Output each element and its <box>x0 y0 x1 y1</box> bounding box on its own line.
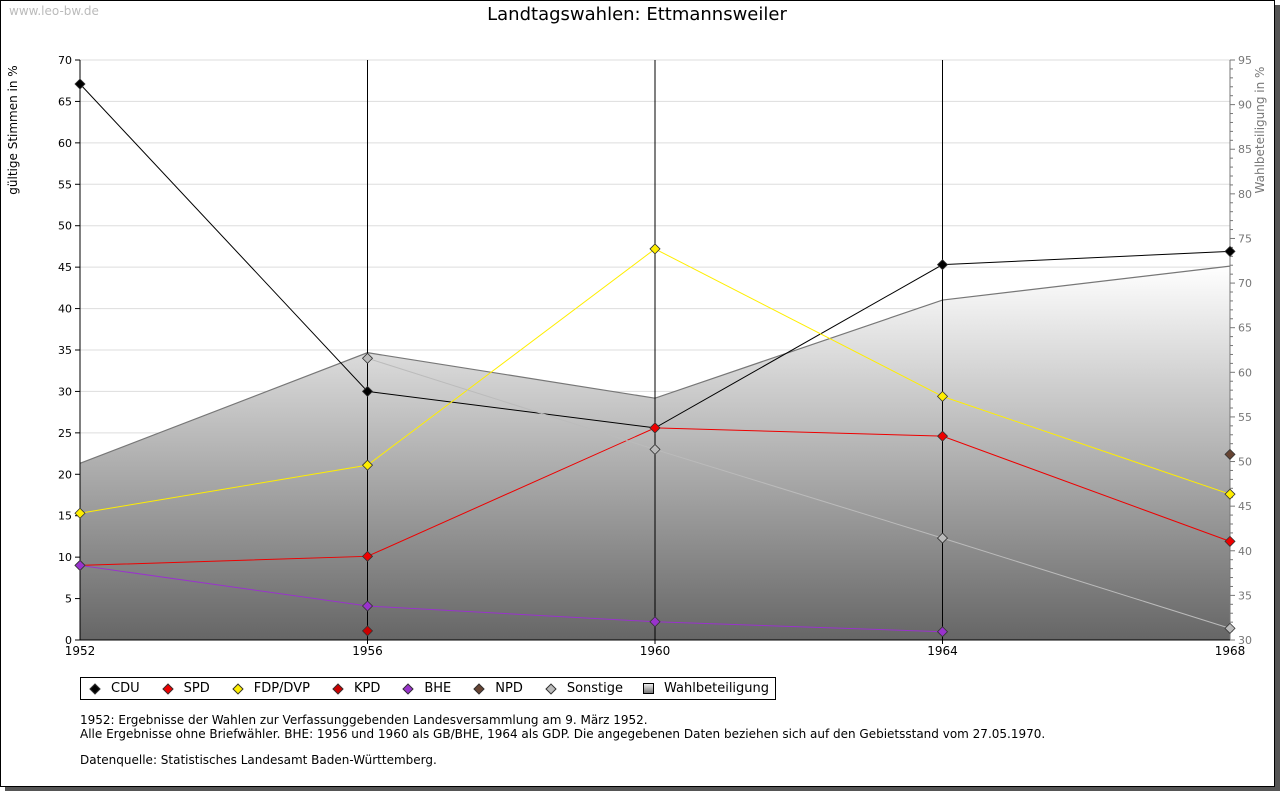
legend-label: SPD <box>183 681 210 696</box>
sonstige-point <box>936 532 949 544</box>
legend-item-bhe: BHE <box>400 681 451 696</box>
legend-label: BHE <box>424 681 452 696</box>
fdpdvp-point <box>1224 488 1236 500</box>
bhe-point <box>74 559 86 571</box>
note-1952: 1952: Ergebnisse der Wahlen zur Verfassu… <box>80 713 648 727</box>
y2-axis-label: Wahlbeteiligung in % <box>1253 67 1267 194</box>
cdu-point <box>74 78 86 90</box>
y-axis-label: gültige Stimmen in % <box>6 65 20 194</box>
y-tick-label: 25 <box>58 427 72 440</box>
y2-tick-label: 30 <box>1238 634 1252 647</box>
legend-label: CDU <box>111 681 140 696</box>
y2-tick-label: 60 <box>1238 366 1252 379</box>
y2-tick-label: 45 <box>1238 500 1252 513</box>
bhe-point <box>649 616 661 628</box>
fdpdvp-point <box>361 459 374 471</box>
bhe-point <box>936 626 949 638</box>
legend-item-kpd: KPD <box>330 681 380 696</box>
y-tick-label: 50 <box>58 220 72 233</box>
sonstige-point <box>1224 622 1236 634</box>
x-tick-label: 1960 <box>640 644 671 658</box>
y2-tick-label: 50 <box>1238 456 1252 469</box>
legend-marker-icon <box>473 682 485 695</box>
x-tick-label: 1956 <box>352 644 383 658</box>
legend-item-spd: SPD <box>160 681 210 696</box>
y2-tick-label: 95 <box>1238 54 1252 67</box>
y-tick-label: 70 <box>58 54 72 67</box>
y2-tick-label: 70 <box>1238 277 1252 290</box>
y-tick-label: 20 <box>58 468 72 481</box>
y-tick-label: 15 <box>58 510 72 523</box>
legend-marker-icon <box>332 682 344 695</box>
data-source: Datenquelle: Statistisches Landesamt Bad… <box>80 753 437 767</box>
spd-point <box>361 550 374 562</box>
y2-tick-label: 65 <box>1238 322 1252 335</box>
note-general: Alle Ergebnisse ohne Briefwähler. BHE: 1… <box>80 727 1046 741</box>
bhe-line <box>79 564 943 633</box>
y-tick-label: 45 <box>58 261 72 274</box>
sonstige-point <box>361 352 374 364</box>
legend-label: KPD <box>353 681 381 696</box>
y-tick-label: 60 <box>58 137 72 150</box>
watermark: www.leo-bw.de <box>9 4 99 18</box>
legend-item-sonstige: Sonstige <box>543 681 623 696</box>
legend-label: Sonstige <box>566 681 624 696</box>
y-tick-label: 55 <box>58 178 72 191</box>
legend-item-cdu: CDU <box>87 681 140 696</box>
cdu-point <box>936 259 949 271</box>
bhe-point <box>361 600 374 612</box>
legend-marker-icon <box>89 682 101 695</box>
y-tick-label: 35 <box>58 344 72 357</box>
legend-marker-icon <box>402 682 414 695</box>
legend-marker-icon <box>161 682 174 695</box>
legend: CDU SPD FDP/DVP KPD BHE NPD Sonstige Wahlbeteil… <box>80 677 777 700</box>
y-tick-label: 0 <box>65 634 72 647</box>
y2-tick-label: 55 <box>1238 411 1252 424</box>
legend-label: NPD <box>495 681 523 696</box>
y-tick-label: 30 <box>58 385 72 398</box>
fdpdvp-point <box>936 390 949 402</box>
fdpdvp-point <box>74 507 86 519</box>
spd-point <box>936 430 949 442</box>
y-tick-label: 10 <box>58 551 72 564</box>
legend-marker-icon <box>545 682 557 695</box>
legend-item-wahlbeteiligung: Wahlbeteiligung <box>643 681 769 696</box>
spd-point <box>649 422 661 434</box>
y2-tick-label: 35 <box>1238 589 1252 602</box>
cdu-point <box>1224 245 1236 257</box>
y2-tick-label: 90 <box>1238 99 1252 112</box>
y-tick-label: 40 <box>58 303 72 316</box>
sonstige-point <box>649 443 661 455</box>
x-tick-label: 1968 <box>1215 644 1246 658</box>
y2-tick-label: 40 <box>1238 545 1252 558</box>
legend-item-fdpdvp: FDP/DVP <box>230 681 310 696</box>
sonstige-line <box>367 357 1231 629</box>
x-tick-label: 1964 <box>927 644 958 658</box>
y2-tick-label: 80 <box>1238 188 1252 201</box>
y-tick-label: 65 <box>58 95 72 108</box>
y2-tick-label: 85 <box>1238 143 1252 156</box>
legend-marker-icon <box>232 682 244 695</box>
chart-title: Landtagswahlen: Ettmannsweiler <box>487 4 787 25</box>
y2-tick-label: 75 <box>1238 232 1252 245</box>
kpd-point <box>361 625 374 637</box>
y-tick-label: 5 <box>65 593 72 606</box>
legend-area-icon <box>643 683 655 694</box>
npd-point <box>1224 448 1236 460</box>
cdu-point <box>361 385 374 397</box>
legend-item-npd: NPD <box>471 681 523 696</box>
fdpdvp-point <box>649 243 661 255</box>
legend-label: Wahlbeteiligung <box>664 681 770 696</box>
legend-label: FDP/DVP <box>253 681 310 696</box>
spd-point <box>1224 535 1236 547</box>
x-tick-label: 1952 <box>65 644 96 658</box>
